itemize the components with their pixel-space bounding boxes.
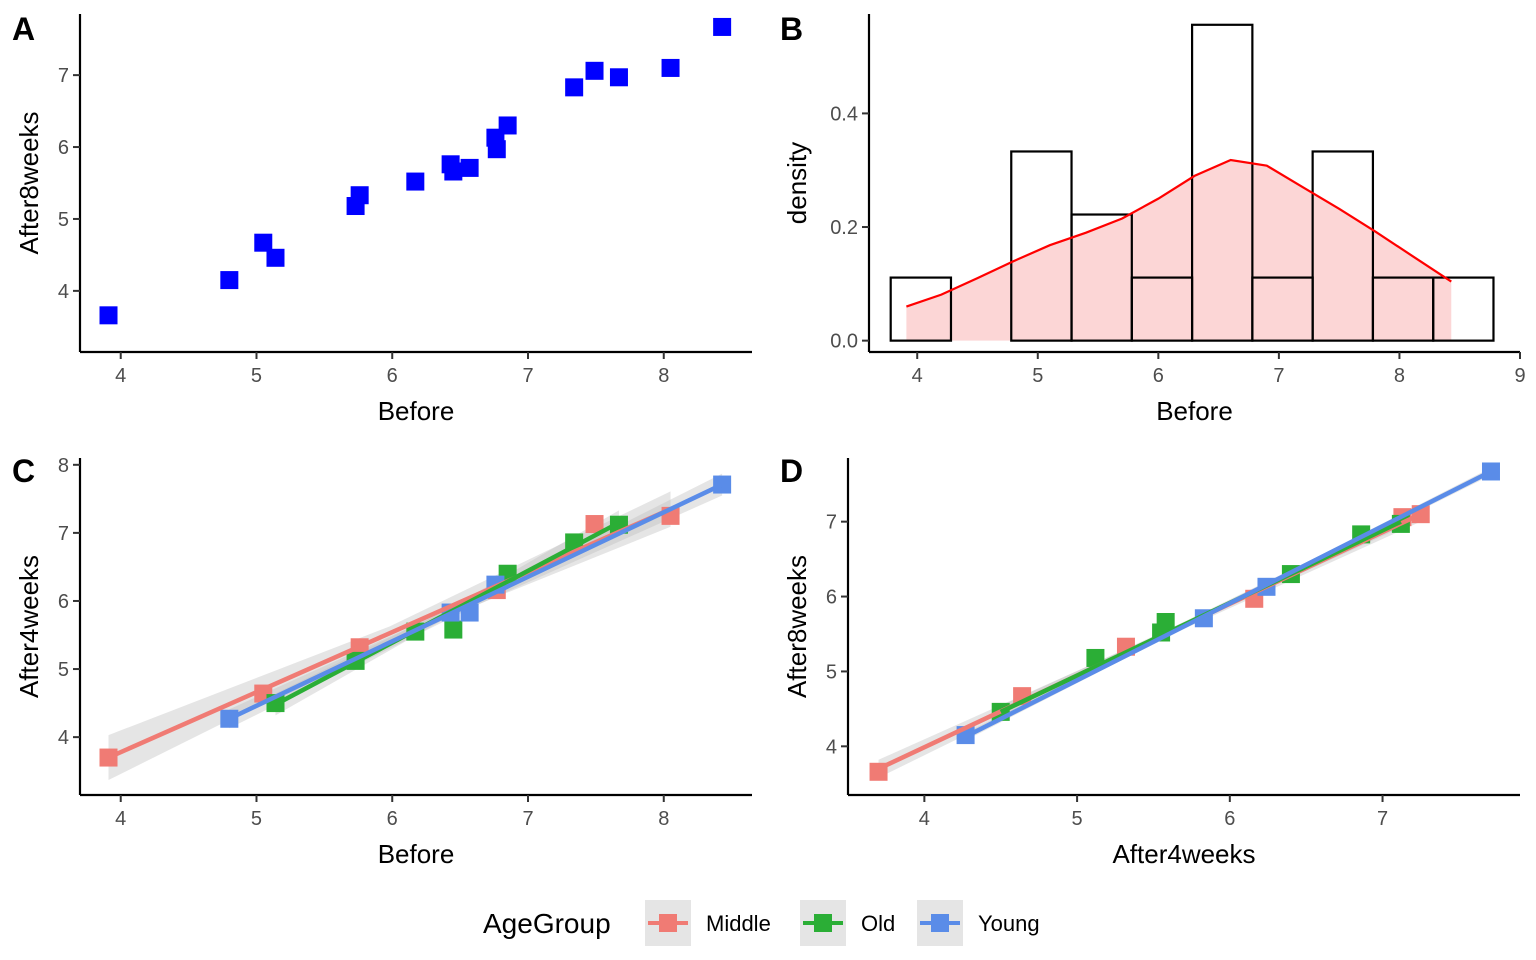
scatter-point: [713, 17, 732, 36]
histogram-bar: [1311, 150, 1375, 342]
scatter-point-middle: [585, 515, 604, 534]
x-tick-label: 7: [522, 808, 533, 830]
y-tick-label: 0.4: [830, 103, 858, 125]
legend-label-young: Young: [978, 911, 1040, 936]
y-tick-label: 7: [58, 65, 69, 87]
x-tick-label: 6: [1224, 808, 1235, 830]
scatter-point-old: [444, 620, 463, 639]
y-tick-label: 6: [58, 137, 69, 159]
y-tick-label: 6: [826, 587, 837, 609]
panel-tag-b: B: [780, 11, 803, 47]
panel-d: D 4 5 6 7 4 5 6 7 After4weeks After8weeks: [780, 453, 1520, 869]
scatter-point: [609, 68, 628, 87]
scatter-point: [350, 186, 369, 205]
x-tick-label: 6: [387, 365, 398, 387]
y-tick-label: 4: [58, 281, 69, 303]
histogram-bar: [1432, 276, 1495, 342]
x-tick-label: 8: [1394, 365, 1405, 387]
x-axis-title: Before: [1156, 396, 1233, 426]
scatter-point: [254, 233, 273, 252]
scatter-point: [220, 271, 239, 290]
legend-key-middle-square: [659, 914, 677, 932]
density-line: [906, 158, 1452, 308]
y-axis-title: density: [782, 142, 812, 224]
legend-item-young: Young: [917, 900, 1040, 946]
scatter-point: [266, 248, 285, 267]
x-tick-label: 8: [658, 808, 669, 830]
y-tick-label: 4: [826, 736, 837, 758]
y-axis-title: After8weeks: [14, 111, 44, 254]
fit-line-middle: [107, 507, 672, 760]
x-tick-label: 6: [387, 808, 398, 830]
y-tick-label: 8: [58, 455, 69, 477]
legend-key-old-square: [814, 914, 832, 932]
scatter-point: [487, 140, 506, 159]
x-tick-label: 7: [522, 365, 533, 387]
x-tick-label: 4: [919, 808, 930, 830]
x-axis-title: Before: [378, 396, 455, 426]
scatter-point: [585, 61, 604, 80]
legend-item-middle: Middle: [645, 900, 771, 946]
x-tick-label: 7: [1377, 808, 1388, 830]
panel-c: C 4 5 6 7 8 4 5 6 7 8 Before After4weeks: [12, 453, 752, 869]
x-axis-title: Before: [378, 839, 455, 869]
fit-line-young: [964, 469, 1492, 739]
y-tick-label: 4: [58, 727, 69, 749]
y-tick-label: 5: [58, 659, 69, 681]
panel-a: A 4 5 6 7 8 4 5 6 7 Before After8weeks: [12, 11, 752, 426]
y-axis-title: After4weeks: [14, 555, 44, 698]
x-tick-label: 4: [115, 365, 126, 387]
x-tick-label: 7: [1273, 365, 1284, 387]
legend-label-middle: Middle: [706, 911, 771, 936]
x-tick-label: 5: [251, 808, 262, 830]
histogram-bar: [889, 276, 953, 342]
legend-label-old: Old: [861, 911, 895, 936]
y-tick-label: 0.0: [830, 331, 858, 353]
scatter-point: [444, 162, 463, 181]
y-tick-label: 0.2: [830, 217, 858, 239]
x-tick-label: 8: [658, 365, 669, 387]
x-tick-label: 9: [1514, 365, 1525, 387]
scatter-point: [406, 172, 425, 191]
y-axis-title: After8weeks: [782, 555, 812, 698]
x-tick-label: 6: [1153, 365, 1164, 387]
x-tick-label: 5: [1072, 808, 1083, 830]
y-tick-label: 7: [826, 512, 837, 534]
y-tick-label: 6: [58, 591, 69, 613]
histogram-bar: [1190, 23, 1254, 342]
density-area: [906, 159, 1452, 341]
x-tick-label: 4: [115, 808, 126, 830]
scatter-point: [498, 116, 517, 135]
panel-tag-c: C: [12, 453, 35, 489]
x-tick-label: 5: [251, 365, 262, 387]
panel-tag-a: A: [12, 11, 35, 47]
y-tick-label: 7: [58, 523, 69, 545]
legend-title: AgeGroup: [483, 908, 611, 939]
y-tick-label: 5: [826, 661, 837, 683]
x-axis-title: After4weeks: [1112, 839, 1255, 869]
scatter-point: [99, 306, 118, 325]
scatter-point: [565, 78, 584, 97]
x-tick-label: 4: [912, 365, 923, 387]
panel-tag-d: D: [780, 453, 803, 489]
x-tick-label: 5: [1032, 365, 1043, 387]
legend: AgeGroup Middle Old Young: [483, 900, 1040, 946]
panel-b: B 4 5 6 7 8 9 0.0 0.2 0.4 Before density: [780, 11, 1526, 426]
legend-key-young-square: [931, 914, 949, 932]
scatter-point-old: [1156, 613, 1175, 632]
scatter-point: [661, 58, 680, 77]
scatter-point: [460, 158, 479, 177]
legend-item-old: Old: [800, 900, 895, 946]
y-tick-label: 5: [58, 209, 69, 231]
fit-line-young: [228, 482, 724, 721]
